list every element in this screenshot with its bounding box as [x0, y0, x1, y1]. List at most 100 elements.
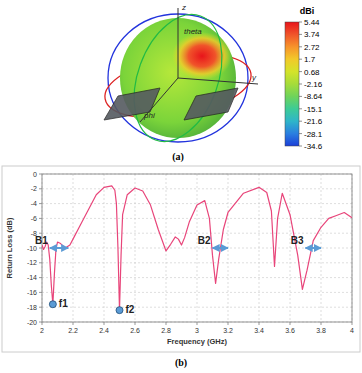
x-tick-label: 4 [350, 327, 354, 334]
colorbar-label: 3.74 [304, 30, 320, 39]
resonance-point [49, 301, 56, 308]
colorbar-label: -8.64 [304, 92, 323, 101]
grid-line [73, 174, 74, 322]
figure: z theta y phi (a) dBi 5.44 3.74 2.72 1.7 0.68 -2.16… [0, 0, 362, 373]
colorbar-tick [299, 59, 302, 60]
resonance-point [116, 307, 123, 314]
colorbar-tick [299, 71, 302, 72]
colorbar-label: -15.1 [304, 105, 323, 114]
tick [39, 218, 42, 219]
tick [290, 322, 291, 325]
y-tick-label: -14 [27, 274, 37, 281]
grid-line [104, 174, 105, 322]
band-arrow [50, 247, 69, 249]
grid-line [42, 233, 352, 234]
pattern-3d: z theta y phi [100, 2, 258, 153]
colorbar [285, 22, 299, 146]
grid-line [42, 188, 352, 189]
tick [39, 322, 42, 323]
x-tick-label: 2.2 [68, 327, 78, 334]
colorbar-label: 5.44 [304, 18, 320, 27]
band-label: B1 [35, 235, 48, 246]
tick [321, 322, 322, 325]
y-tick-label: -6 [31, 215, 37, 222]
x-tick-label: 3.4 [254, 327, 264, 334]
tick [166, 322, 167, 325]
axis-annotation: phi [143, 111, 155, 120]
tick [73, 322, 74, 325]
tick [39, 203, 42, 204]
x-tick-label: 2.8 [161, 327, 171, 334]
grid-line [197, 174, 198, 322]
colorbar-tick [299, 133, 302, 134]
antenna-patch [104, 88, 160, 120]
plot-area [42, 186, 352, 314]
tick [259, 322, 260, 325]
band-label: B3 [291, 235, 304, 246]
tick [39, 188, 42, 189]
return-loss-line [42, 186, 352, 310]
colorbar-label: 2.72 [304, 43, 320, 52]
y-tick-label: -12 [27, 259, 37, 266]
grid-line [166, 174, 167, 322]
x-tick-label: 3.8 [316, 327, 326, 334]
colorbar-label: -34.6 [304, 142, 323, 151]
axis-line [178, 8, 179, 78]
tick [352, 322, 353, 325]
tick [39, 262, 42, 263]
grid: -20-18-16-14-12-10-8-6-4-2022.22.42.62.8… [27, 171, 354, 335]
axis-annotation: theta [184, 27, 202, 36]
colorbar-label: 1.7 [304, 55, 316, 64]
colorbar-tick [299, 34, 302, 35]
y-tick-label: 0 [33, 171, 37, 178]
colorbar-tick [299, 108, 302, 109]
colorbar-tick [299, 46, 302, 47]
tick [135, 322, 136, 325]
band-arrow [213, 247, 229, 249]
plot-frame [42, 174, 352, 322]
axis-line [140, 78, 178, 122]
point-label: f1 [59, 298, 68, 309]
tick [197, 322, 198, 325]
colorbar-tick [299, 146, 302, 147]
axis-annotation: y [251, 73, 257, 82]
axis-line [178, 78, 258, 84]
x-tick-label: 3.6 [285, 327, 295, 334]
tick [39, 292, 42, 293]
colorbar-tick [299, 96, 302, 97]
x-tick-label: 3.2 [223, 327, 233, 334]
colorbar-label: -2.16 [304, 80, 323, 89]
y-tick-label: -4 [31, 200, 37, 207]
y-tick-label: -2 [31, 185, 37, 192]
colorbar-tick [299, 22, 302, 23]
tick [39, 174, 42, 175]
grid-line [290, 174, 291, 322]
panel-label: (b) [175, 357, 187, 369]
antenna-patch [184, 88, 238, 120]
grid-line [42, 292, 352, 293]
colorbar-title: dBi [300, 6, 315, 16]
orbit [118, 2, 238, 153]
tick [228, 322, 229, 325]
tick [39, 277, 42, 278]
x-tick-label: 2.6 [130, 327, 140, 334]
grid-line [259, 174, 260, 322]
y-tick-label: -16 [27, 289, 37, 296]
colorbar-label: 0.68 [304, 68, 320, 77]
y-axis-title: Return Loss (dB) [5, 217, 14, 278]
tick [42, 322, 43, 325]
colorbar-label: -21.6 [304, 117, 323, 126]
panel-label: (a) [172, 151, 184, 163]
point-label: f2 [126, 304, 135, 315]
band-arrow [306, 247, 322, 249]
x-axis-title: Frequency (GHz) [167, 337, 228, 346]
grid-line [135, 174, 136, 322]
colorbar-tick [299, 121, 302, 122]
y-tick-label: -20 [27, 319, 37, 326]
colorbar-label: -28.1 [304, 130, 323, 139]
tick [104, 322, 105, 325]
tick [39, 307, 42, 308]
x-tick-label: 2 [40, 327, 44, 334]
colorbar-tick [299, 84, 302, 85]
axis-annotation: z [181, 3, 186, 12]
